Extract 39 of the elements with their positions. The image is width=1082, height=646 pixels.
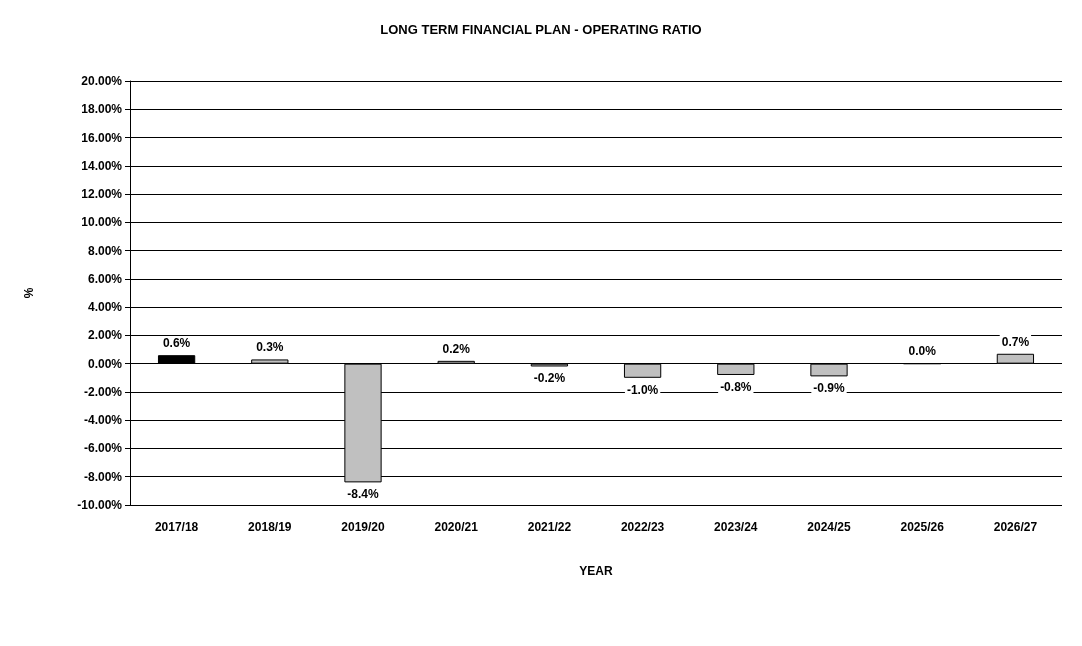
data-label: 0.7%: [1001, 334, 1030, 349]
y-tick-label: 4.00%: [87, 300, 123, 315]
y-tick-label: 18.00%: [81, 102, 123, 117]
y-tick-label: 0.00%: [87, 356, 123, 371]
y-tick-label: 14.00%: [81, 158, 123, 173]
y-tick-label: 8.00%: [87, 243, 123, 258]
x-tick-label: 2019/20: [341, 520, 386, 534]
y-tick-label: 12.00%: [81, 187, 123, 202]
x-tick-label: 2021/22: [527, 520, 572, 534]
x-tick-label: 2026/27: [993, 520, 1038, 534]
data-label: -0.9%: [813, 381, 845, 396]
x-axis-title: YEAR: [579, 564, 613, 578]
x-tick-label: 2022/23: [620, 520, 665, 534]
y-tick-label: -6.00%: [83, 441, 123, 456]
data-label: 0.6%: [162, 336, 191, 351]
y-tick-label: 16.00%: [81, 130, 123, 145]
x-tick-label: 2018/19: [248, 520, 292, 534]
y-tick-label: -10.00%: [77, 498, 123, 512]
data-label: 0.3%: [256, 340, 284, 355]
y-tick-label: 20.00%: [81, 74, 123, 88]
data-label: -0.2%: [533, 371, 566, 386]
data-label: 0.2%: [442, 341, 471, 356]
y-tick-label: -8.00%: [83, 469, 123, 484]
data-label: -1.0%: [626, 382, 659, 397]
x-tick-label: 2024/25: [807, 520, 852, 534]
y-tick-label: 2.00%: [87, 328, 123, 343]
x-tick-label: 2025/26: [900, 520, 945, 534]
x-tick-label: 2017/18: [154, 520, 199, 534]
y-axis-title: %: [22, 287, 36, 299]
chart-title: LONG TERM FINANCIAL PLAN - OPERATING RATIO: [380, 22, 702, 37]
y-tick-label: -2.00%: [83, 384, 123, 399]
y-tick-label: -4.00%: [83, 413, 123, 428]
x-tick-label: 2020/21: [434, 520, 479, 534]
x-tick-label: 2023/24: [714, 520, 758, 534]
data-label: -8.4%: [347, 487, 379, 502]
y-tick-label: 10.00%: [81, 215, 123, 230]
y-tick-label: 6.00%: [87, 271, 123, 286]
data-label: -0.8%: [720, 379, 752, 394]
data-label: 0.0%: [908, 344, 937, 359]
